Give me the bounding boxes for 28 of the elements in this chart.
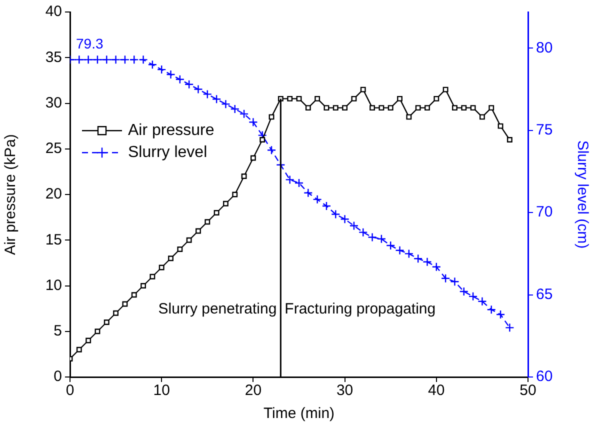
y2-tick-label: 75 [536,122,553,139]
y2-tick-label: 60 [536,368,553,386]
y2-tick-label: 65 [536,286,553,303]
y-tick-label: 20 [45,186,62,203]
legend-label: Air pressure [128,122,214,140]
x-tick-label: 40 [428,382,445,400]
y2-axis-title: Slurry level (cm) [574,140,591,249]
data-label: 79.3 [76,36,104,52]
x-tick-label: 0 [66,382,74,400]
y2-tick-label: 70 [536,204,553,221]
x-axis-title: Time (min) [263,405,335,422]
y-tick-label: 40 [45,3,62,20]
y-tick-label: 10 [45,276,62,294]
x-tick-label: 10 [153,382,170,400]
y-tick-label: 0 [54,368,62,386]
legend-label: Slurry level [128,144,208,162]
y-tick-label: 30 [45,94,62,112]
y-tick-label: 25 [45,140,62,158]
y-tick-label: 35 [45,48,62,66]
y-tick-label: 5 [54,322,62,340]
x-tick-label: 20 [244,382,262,400]
x-tick-label: 50 [520,382,536,400]
y2-tick-label: 80 [536,39,553,56]
x-tick-label: 30 [336,382,354,400]
y-tick-label: 15 [45,231,62,248]
annotation: Slurry penetrating [158,300,277,318]
y-axis-title: Air pressure (kPa) [2,134,20,255]
annotation: Fracturing propagating [284,300,436,318]
